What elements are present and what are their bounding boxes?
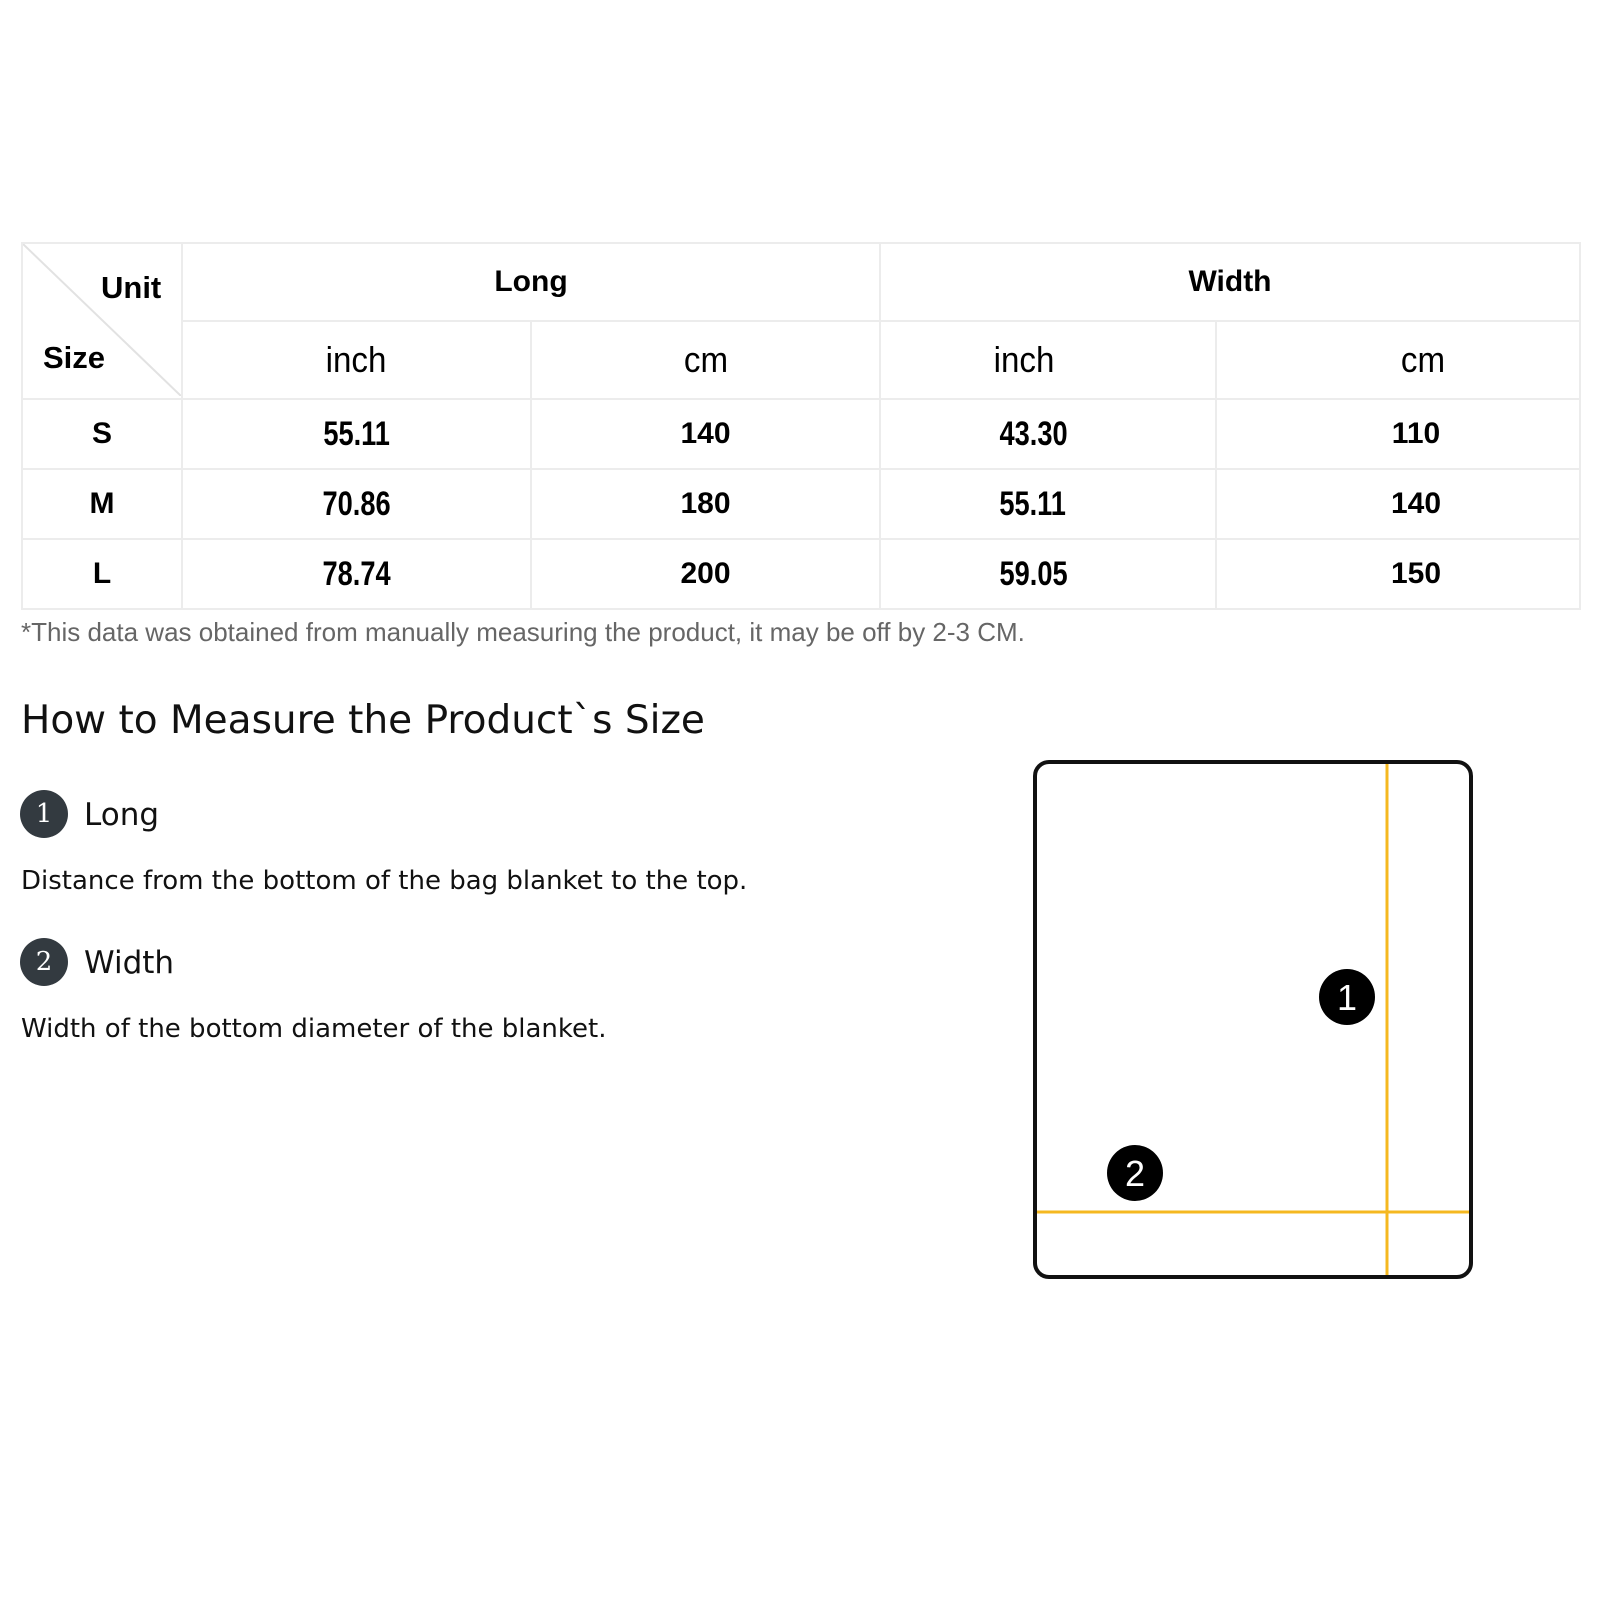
number-badge-2: 2 [20, 938, 68, 986]
corner-cell: Unit Size [21, 242, 183, 400]
guide-title: How to Measure the Product`s Size [21, 698, 705, 743]
cell: 140 [1215, 468, 1581, 540]
cell: 140 [530, 398, 881, 470]
size-cell: M [21, 468, 183, 540]
marker-1-label: 1 [1337, 977, 1357, 1018]
cell: 150 [1215, 538, 1581, 610]
item-description-width: Width of the bottom diameter of the blan… [21, 1014, 607, 1044]
cell: 70.86 [181, 468, 532, 540]
group-header-width: Width [879, 242, 1581, 322]
group-header-long: Long [181, 242, 881, 322]
marker-2 [1107, 1145, 1163, 1201]
marker-2-label: 2 [1125, 1153, 1145, 1194]
header-row-units: inch cm inch cm [22, 320, 1581, 400]
cell: 200 [530, 538, 881, 610]
diagonal-divider [23, 244, 181, 396]
cell: 180 [530, 468, 881, 540]
cell: 55.11 [879, 468, 1217, 540]
item-description-long: Distance from the bottom of the bag blan… [21, 866, 748, 896]
table-row: S 55.11 140 43.30 110 [21, 398, 1581, 470]
unit-header: cm [530, 320, 881, 400]
item-title-width: Width [84, 945, 175, 981]
unit-header: inch [879, 320, 1217, 400]
cell: 55.11 [181, 398, 532, 470]
number-badge-1: 1 [20, 790, 68, 838]
unit-label: Unit [101, 270, 162, 305]
table-row: L 78.74 200 59.05 150 [21, 538, 1581, 610]
cell: 110 [1215, 398, 1581, 470]
table-row: M 70.86 180 55.11 140 [21, 468, 1581, 540]
size-table: Unit Size Long Width inch cm inch cm S 5… [21, 242, 1581, 610]
unit-header: cm [1215, 320, 1581, 400]
unit-header: inch [181, 320, 532, 400]
item-title-long: Long [84, 797, 160, 833]
size-label: Size [43, 340, 106, 375]
cell: 78.74 [181, 538, 532, 610]
size-cell: L [21, 538, 183, 610]
measurement-note: *This data was obtained from manually me… [21, 617, 1025, 647]
marker-1 [1319, 969, 1375, 1025]
cell: 59.05 [879, 538, 1217, 610]
cell: 43.30 [879, 398, 1217, 470]
header-row-groups: Unit Size Long Width [21, 242, 1581, 400]
size-cell: S [21, 398, 183, 470]
blanket-outline [1033, 760, 1473, 1279]
